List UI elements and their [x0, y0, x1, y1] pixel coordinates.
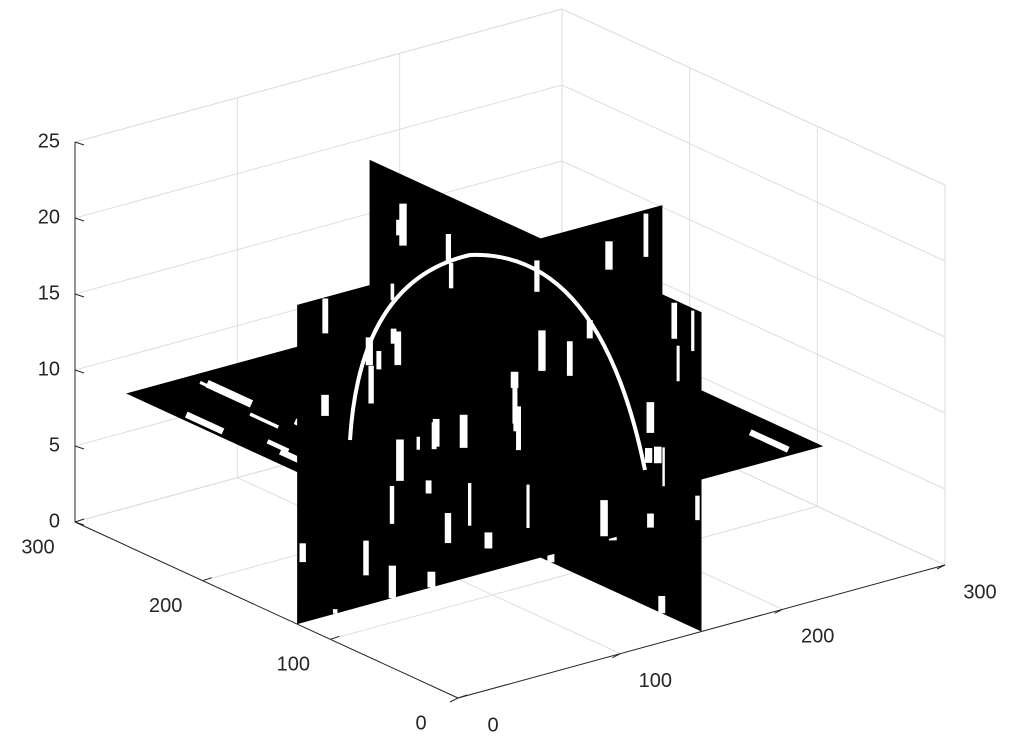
z-tick — [74, 141, 85, 146]
grid-line — [74, 8, 563, 143]
y-tick — [330, 635, 340, 640]
slice-arc — [348, 252, 647, 471]
z-tick-label: 5 — [49, 434, 60, 456]
y-tick-label: 100 — [277, 654, 310, 676]
y-tick-label: 0 — [415, 712, 426, 734]
slice-texture — [205, 379, 254, 408]
y-tick — [202, 577, 212, 582]
slice-texture — [748, 429, 790, 453]
y-tick-label: 200 — [149, 595, 182, 617]
y-tick — [74, 518, 85, 523]
x-tick — [936, 564, 946, 570]
z-tick-label: 20 — [38, 206, 60, 228]
z-tick — [74, 445, 85, 450]
z-tick-label: 0 — [49, 510, 60, 532]
x-tick — [449, 697, 459, 703]
x-tick — [774, 608, 783, 614]
z-tick — [74, 369, 85, 374]
y-tick-label: 300 — [21, 536, 54, 558]
slice-texture — [199, 380, 217, 392]
grid-line — [561, 84, 946, 262]
slice-texture — [249, 412, 280, 429]
y-tick — [457, 694, 468, 699]
x-tick-label: 0 — [487, 714, 498, 736]
z-tick — [74, 521, 85, 526]
z-tick-label: 10 — [38, 358, 60, 380]
grid-line — [74, 84, 563, 219]
grid-line — [74, 160, 563, 295]
slice-texture — [184, 411, 225, 435]
x-tick-label: 300 — [963, 581, 996, 603]
z-tick — [74, 293, 85, 298]
z-tick-label: 15 — [38, 282, 60, 304]
grid-line — [561, 8, 946, 186]
x-tick-label: 200 — [801, 626, 834, 648]
x-axis — [457, 564, 946, 699]
slice-texture — [266, 439, 290, 453]
x-tick — [612, 653, 621, 659]
z-tick — [74, 217, 85, 222]
y-axis — [74, 521, 459, 699]
grid-line — [561, 160, 946, 338]
x-tick-label: 100 — [639, 670, 672, 692]
z-tick-label: 25 — [38, 130, 60, 152]
